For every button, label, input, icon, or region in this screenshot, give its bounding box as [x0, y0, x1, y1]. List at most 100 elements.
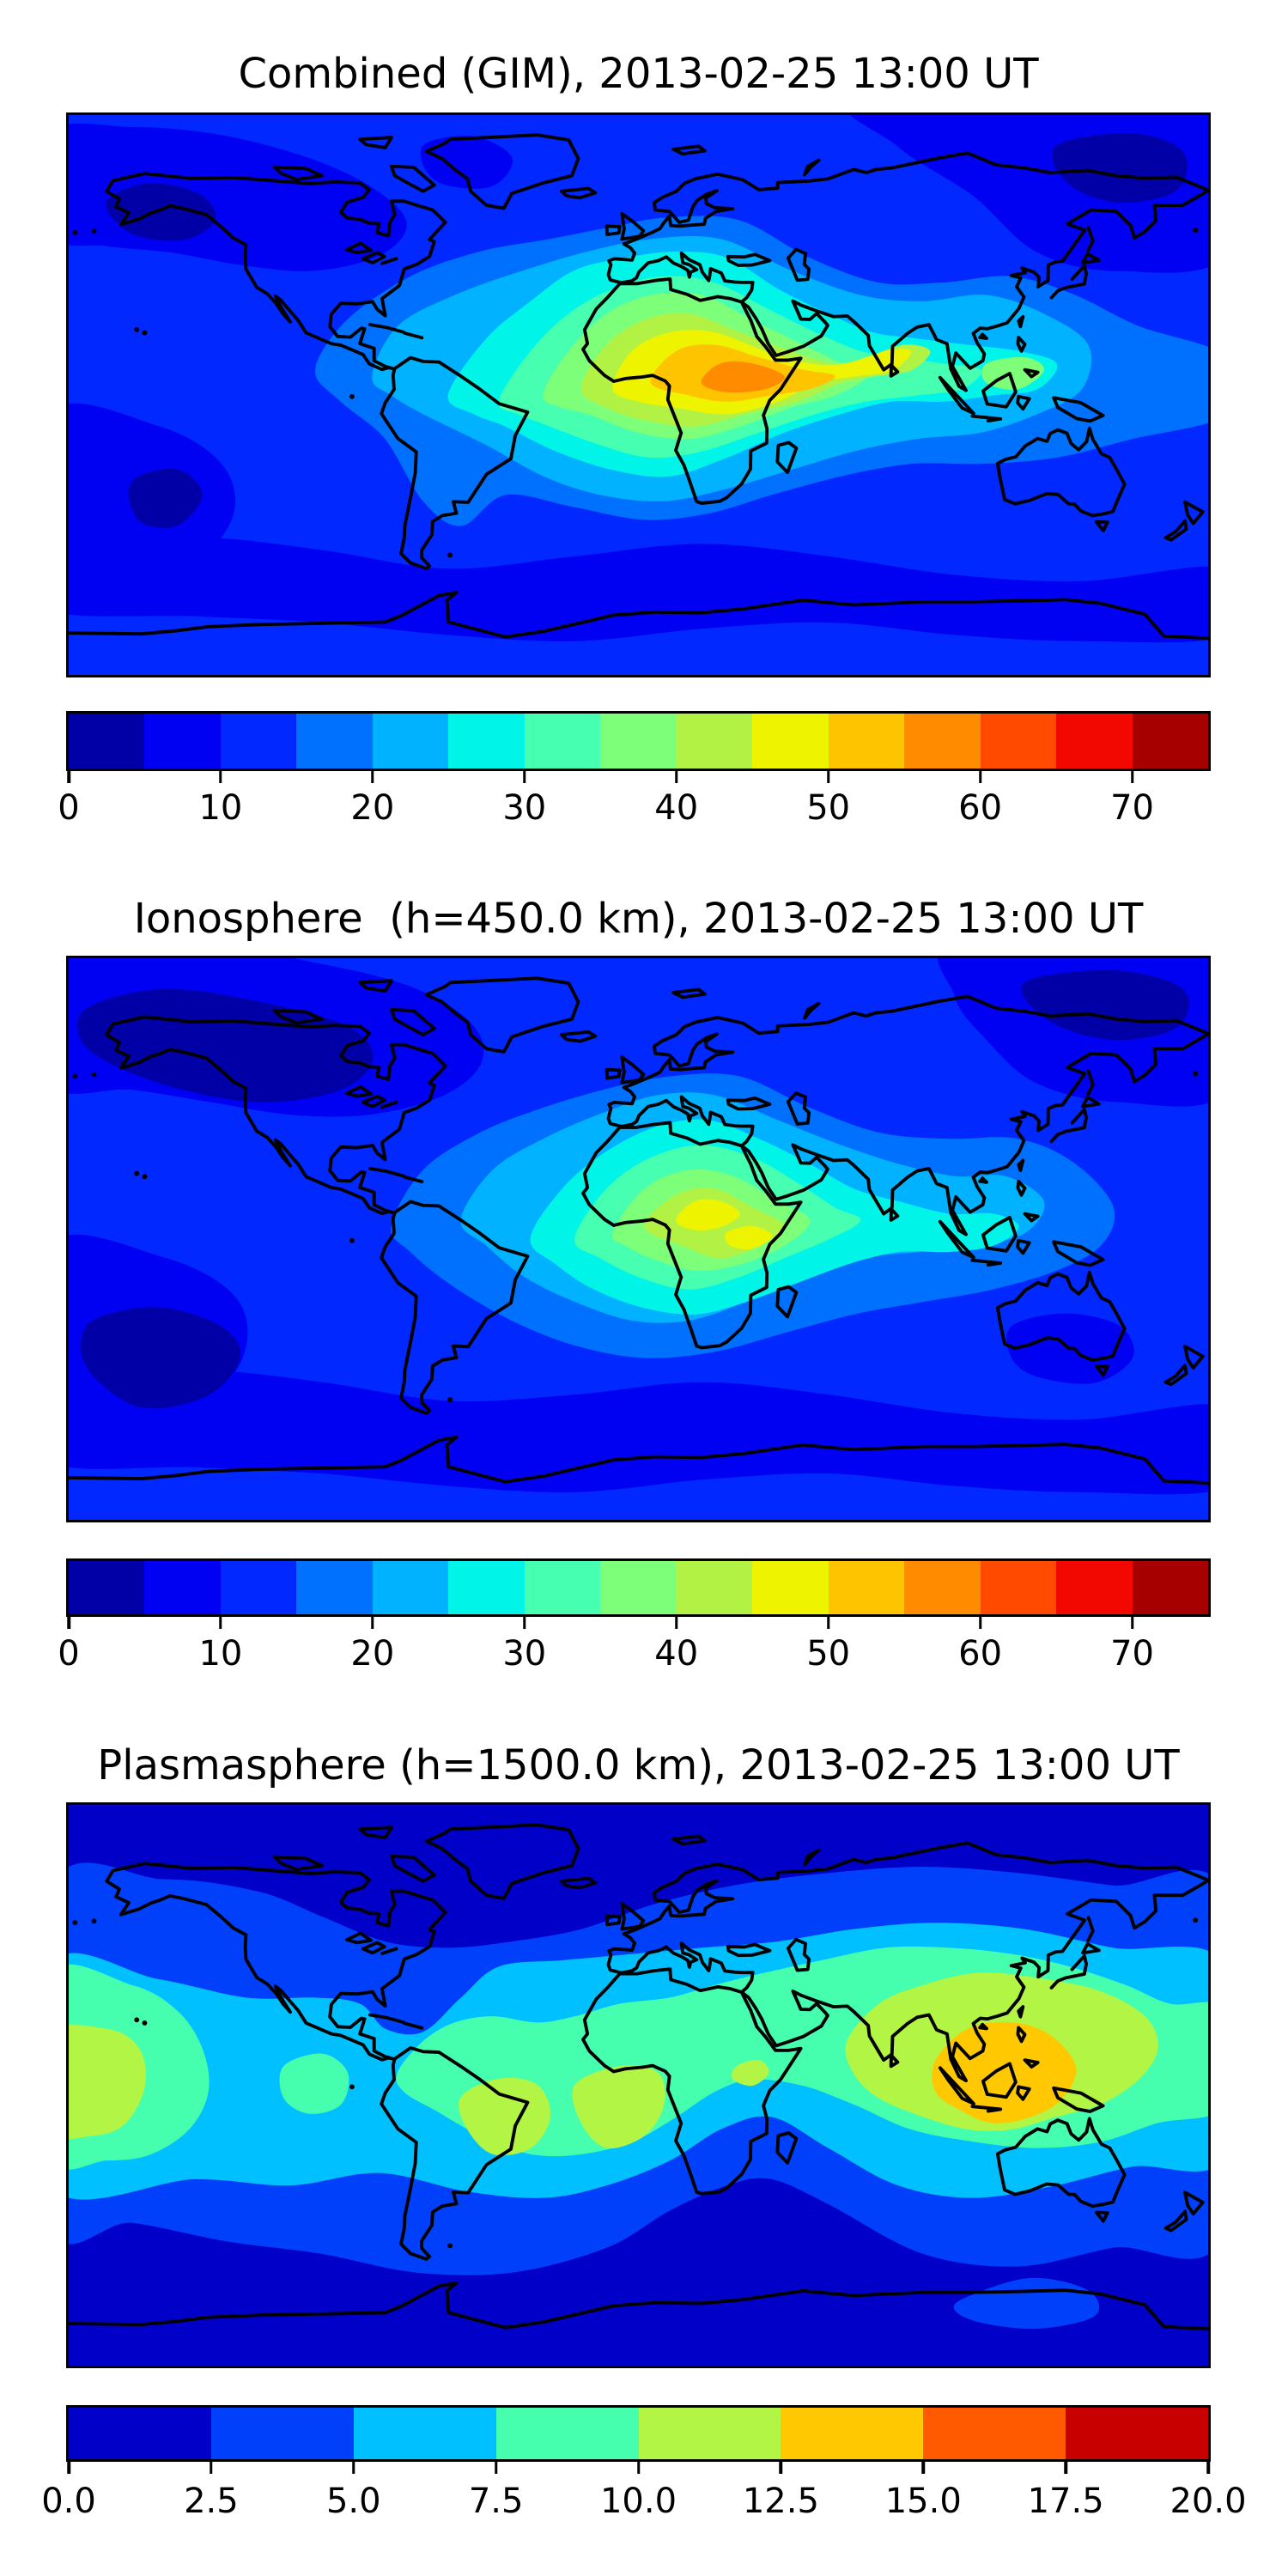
colorbar-tick-label: 20.0 — [1170, 2482, 1247, 2521]
colorbar-tick-label: 70 — [1110, 788, 1154, 828]
colorbar-tick-label: 40 — [654, 788, 699, 828]
colorbar-tick — [67, 2462, 70, 2474]
colorbar-segment — [220, 1561, 297, 1614]
colorbar-segment — [495, 2408, 639, 2459]
contour-level-9 — [676, 1199, 741, 1230]
colorbar-segment — [1132, 714, 1209, 769]
contour-level-0 — [129, 468, 203, 528]
colorbar-tick — [826, 1617, 830, 1629]
colorbar-combined — [66, 711, 1211, 771]
colorbar-tick — [523, 771, 526, 783]
colorbar-tick — [219, 1617, 222, 1629]
colorbar-segment — [638, 2408, 781, 2459]
colorbar-tick — [219, 771, 222, 783]
contour-level-1 — [69, 538, 1208, 643]
panel1-title: Combined (GIM), 2013-02-25 13:00 UT — [238, 50, 1039, 98]
colorbar-tick-label: 10.0 — [599, 2482, 677, 2521]
contour-level-4 — [572, 2065, 665, 2149]
colorbar-tick — [352, 2462, 355, 2474]
panel3-title: Plasmasphere (h=1500.0 km), 2013-02-25 1… — [97, 1741, 1180, 1789]
contour-level-0 — [80, 1307, 241, 1409]
colorbar-tick — [1206, 2462, 1210, 2474]
contour-level-1 — [69, 1366, 1208, 1495]
contour-level-1 — [953, 2277, 1100, 2330]
colorbar-tick — [67, 771, 70, 783]
contour-level-4 — [459, 2077, 550, 2156]
colorbar-tick-label: 60 — [958, 788, 1003, 828]
colorbar-tick — [674, 771, 678, 783]
coastlines — [69, 976, 1208, 1485]
colorbar-segment — [1066, 2408, 1208, 2459]
colorbar-tick — [371, 1617, 374, 1629]
colorbar-segment — [904, 714, 981, 769]
colorbar-tick — [494, 2462, 498, 2474]
world-map-ionosphere — [66, 956, 1211, 1522]
colorbar-tick — [826, 771, 830, 783]
colorbar-segment — [752, 714, 829, 769]
colorbar-segment — [524, 714, 601, 769]
contour-level-9 — [725, 1225, 772, 1250]
colorbar-tick-label: 60 — [958, 1634, 1003, 1674]
colorbar-tick-label: 12.5 — [742, 2482, 819, 2521]
contour-level-0 — [1051, 133, 1188, 204]
colorbar-segment — [448, 1561, 525, 1614]
colorbar-tick — [921, 2462, 925, 2474]
colorbar-tick — [636, 2462, 641, 2474]
colorbar-segment — [1056, 714, 1133, 769]
colorbar-segment — [600, 1561, 677, 1614]
colorbar-segment — [372, 714, 449, 769]
colorbar-tick — [1130, 1617, 1134, 1629]
colorbar-tick-label: 50 — [806, 1634, 851, 1674]
colorbar-segment — [828, 714, 905, 769]
colorbar-segment — [69, 1561, 145, 1614]
colorbar-segment — [353, 2408, 496, 2459]
contour-level-4 — [732, 2059, 769, 2087]
colorbar-tick — [523, 1617, 526, 1629]
colorbar-segment — [372, 1561, 449, 1614]
colorbar-tick-label: 5.0 — [325, 2482, 381, 2521]
colorbar-segment — [69, 2408, 211, 2459]
colorbar-segment — [296, 714, 373, 769]
colorbar-tick-label: 0 — [58, 788, 80, 828]
colorbar-tick-label: 17.5 — [1027, 2482, 1104, 2521]
colorbar-segment — [980, 714, 1057, 769]
colorbar-segment — [296, 1561, 373, 1614]
colorbar-segment — [144, 714, 221, 769]
colorbar-tick-label: 2.5 — [184, 2482, 239, 2521]
colorbar-tick-label: 30 — [502, 1634, 547, 1674]
contour-plot-surface — [69, 958, 1208, 1495]
colorbar-segment — [923, 2408, 1066, 2459]
contour-level-4 — [69, 2025, 146, 2140]
world-map-plasmasphere — [66, 1802, 1211, 2368]
colorbar-segment — [676, 1561, 753, 1614]
colorbar-tick — [674, 1617, 678, 1629]
colorbar-segment — [676, 714, 753, 769]
contour-level-3 — [279, 2053, 349, 2114]
colorbar-segment — [220, 714, 297, 769]
coastlines — [69, 1823, 1208, 2331]
colorbar-tick-label: 10 — [198, 788, 243, 828]
coastlines — [69, 133, 1208, 641]
colorbar-tick — [371, 771, 374, 783]
colorbar-tick-label: 7.5 — [468, 2482, 524, 2521]
colorbar-tick — [978, 1617, 982, 1629]
colorbar-tick — [1130, 771, 1134, 783]
colorbar-tick — [1064, 2462, 1067, 2474]
colorbar-tick — [978, 771, 982, 783]
contour-level-1 — [420, 136, 513, 189]
colorbar-tick-label: 0 — [58, 1634, 80, 1674]
contour-plot-surface — [69, 1823, 1208, 2331]
colorbar-ionosphere — [66, 1558, 1211, 1617]
colorbar-segment — [600, 714, 677, 769]
colorbar-tick-label: 10 — [198, 1634, 243, 1674]
colorbar-tick-label: 30 — [502, 788, 547, 828]
colorbar-tick — [67, 1617, 70, 1629]
contour-level-11 — [701, 361, 785, 393]
colorbar-tick — [779, 2462, 783, 2474]
colorbar-tick-label: 15.0 — [884, 2482, 962, 2521]
colorbar-tick-label: 50 — [806, 788, 851, 828]
colorbar-segment — [904, 1561, 981, 1614]
colorbar-tick-label: 0.0 — [41, 2482, 96, 2521]
colorbar-segment — [1132, 1561, 1209, 1614]
